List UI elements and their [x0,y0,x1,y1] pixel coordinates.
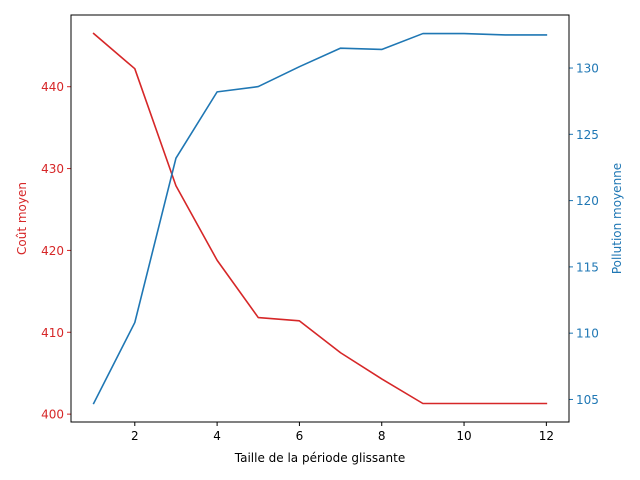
x-tick-label: 10 [456,429,471,443]
series-line-cout-moyen [92,32,548,405]
series-lines [92,32,548,405]
x-axis-title: Taille de la période glissante [234,451,405,465]
right-tick-label: 115 [576,260,599,274]
right-tick-label: 120 [576,194,599,208]
x-axis-ticks: 2 4 6 8 10 12 [131,422,554,443]
left-tick-label: 410 [41,326,64,340]
left-tick-label: 400 [41,408,64,422]
right-tick-label: 125 [576,128,599,142]
plot-frame [70,14,570,423]
right-tick-label: 130 [576,62,599,76]
left-axis-title: Coût moyen [15,182,29,255]
right-tick-label: 110 [576,327,599,341]
left-tick-label: 440 [41,80,64,94]
left-tick-label: 420 [41,244,64,258]
x-tick-label: 4 [213,429,221,443]
series-line-pollution-moyenne [92,32,548,405]
right-axis-ticks: 105 110 115 120 125 130 [569,62,599,407]
x-tick-label: 2 [131,429,139,443]
right-tick-label: 105 [576,393,599,407]
x-tick-label: 8 [378,429,386,443]
right-axis-title: Pollution moyenne [610,163,624,274]
x-tick-label: 6 [296,429,304,443]
x-tick-label: 12 [539,429,554,443]
left-tick-label: 430 [41,162,64,176]
left-axis-ticks: 400 410 420 430 440 [41,80,71,422]
